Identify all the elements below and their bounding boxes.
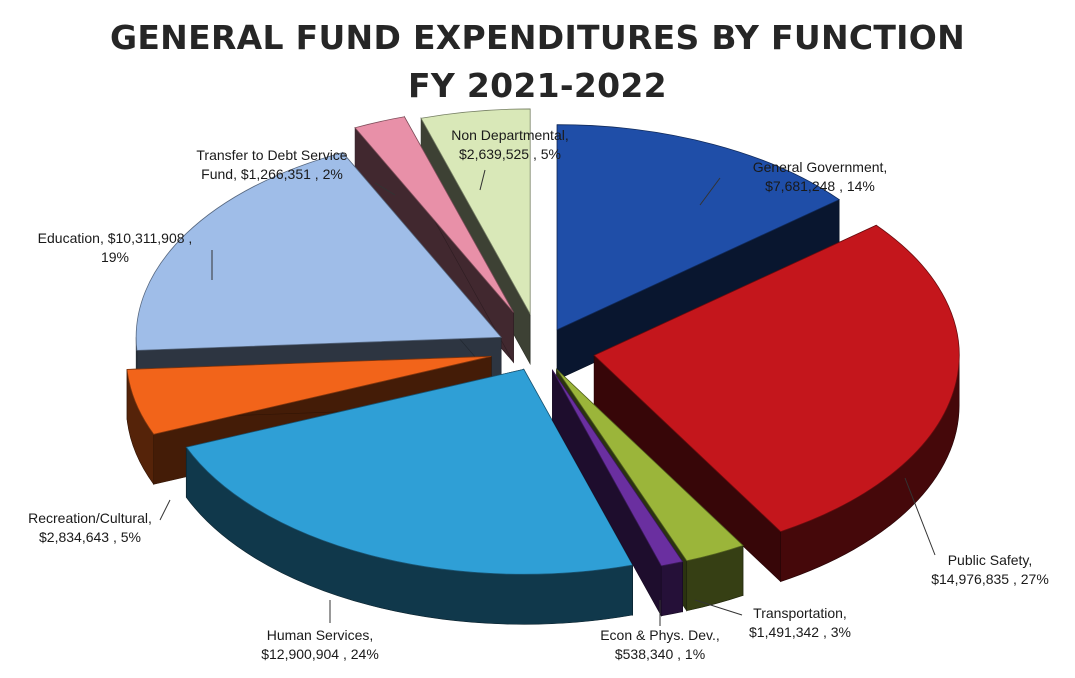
data-label-general-government: General Government, $7,681,248 , 14% <box>753 159 888 194</box>
data-label-line: $7,681,248 , 14% <box>765 178 875 194</box>
data-label-transfer-debt-service: Transfer to Debt Service Fund, $1,266,351… <box>196 147 347 182</box>
data-label-line: $2,639,525 , 5% <box>459 146 561 162</box>
data-label-line: $12,900,904 , 24% <box>261 646 379 662</box>
leader-line-recreation-cultural <box>159 499 171 521</box>
data-label-econ-phys-dev: Econ & Phys. Dev., $538,340 , 1% <box>600 627 720 662</box>
chart-title: GENERAL FUND EXPENDITURES BY FUNCTION <box>109 18 966 57</box>
data-label-line: $1,491,342 , 3% <box>749 624 851 640</box>
leader-line-transfer-debt-service <box>374 182 396 196</box>
data-label-line: Transfer to Debt Service <box>196 147 347 163</box>
data-label-human-services: Human Services, $12,900,904 , 24% <box>261 627 379 662</box>
slice-econ-phys-dev <box>552 369 684 617</box>
data-label-line: Recreation/Cultural, <box>28 510 152 526</box>
leader-line-public-safety <box>904 477 936 556</box>
slice-general-government <box>556 124 840 381</box>
data-label-line: Public Safety, <box>948 552 1033 568</box>
data-label-line: Transportation, <box>753 605 847 621</box>
data-label-line: $538,340 , 1% <box>615 646 705 662</box>
data-label-line: Fund, $1,266,351 , 2% <box>201 166 343 182</box>
slice-public-safety <box>593 224 960 583</box>
data-label-recreation-cultural: Recreation/Cultural, $2,834,643 , 5% <box>28 510 152 545</box>
leader-line-non-departmental <box>479 169 486 191</box>
data-label-line: Human Services, <box>267 627 374 643</box>
chart-subtitle: FY 2021-2022 <box>408 66 667 105</box>
slice-transfer-debt-service <box>354 115 514 364</box>
leader-line-transportation <box>694 599 743 616</box>
data-label-line: 19% <box>101 249 129 265</box>
data-label-line: Education, $10,311,908 , <box>38 230 193 246</box>
data-label-public-safety: Public Safety, $14,976,835 , 27% <box>931 552 1049 587</box>
data-label-line: $14,976,835 , 27% <box>931 571 1049 587</box>
data-label-transportation: Transportation, $1,491,342 , 3% <box>749 605 851 640</box>
data-label-line: $2,834,643 , 5% <box>39 529 141 545</box>
slice-human-services <box>185 368 634 625</box>
leader-line-general-government <box>699 177 721 206</box>
data-label-non-departmental: Non Departmental, $2,639,525 , 5% <box>451 127 569 162</box>
data-label-line: General Government, <box>753 159 888 175</box>
data-label-line: Econ & Phys. Dev., <box>600 627 720 643</box>
data-label-line: Non Departmental, <box>451 127 569 143</box>
data-label-education: Education, $10,311,908 , 19% <box>38 230 193 265</box>
